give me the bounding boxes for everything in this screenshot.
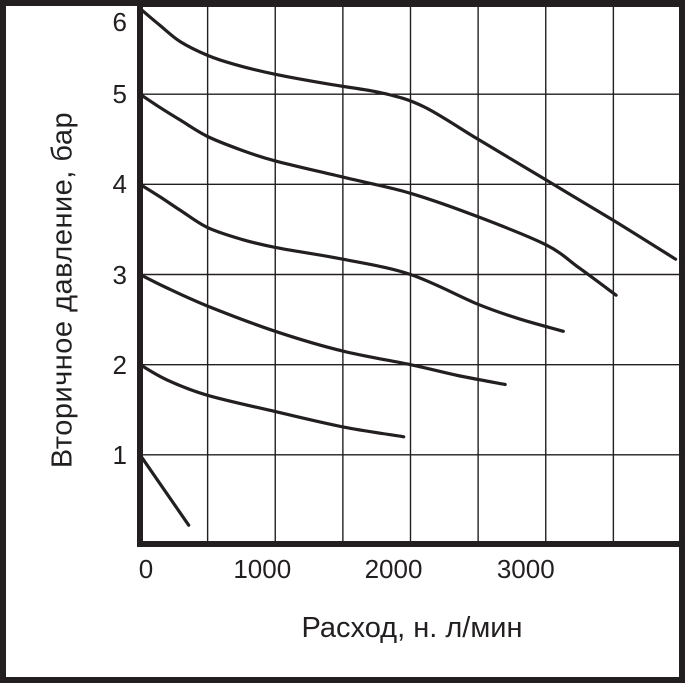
curve-2-bar — [138, 363, 406, 439]
x-tick-label-3000: 3000 — [496, 554, 555, 584]
y-tick-label-5: 5 — [112, 79, 127, 110]
curve-4-bar — [138, 182, 565, 333]
y-tick-label-2: 2 — [112, 349, 127, 380]
curve-1-bar — [138, 453, 191, 527]
y-axis-title: Вторичное давление, бар — [46, 111, 79, 469]
curve-5-bar — [138, 92, 618, 297]
curve-3-bar — [138, 272, 507, 387]
x-axis-title: Расход, н. л/мин — [301, 612, 523, 644]
x-tick-label-1000: 1000 — [233, 554, 292, 584]
y-tick-label-3: 3 — [112, 259, 127, 290]
y-tick-label-6: 6 — [112, 7, 127, 37]
x-tick-label-2000: 2000 — [364, 554, 423, 584]
y-tick-label-4: 4 — [112, 169, 127, 200]
x-tick-label-0: 0 — [138, 554, 154, 584]
y-tick-label-1: 1 — [112, 439, 127, 470]
curve-6-bar — [138, 6, 678, 261]
